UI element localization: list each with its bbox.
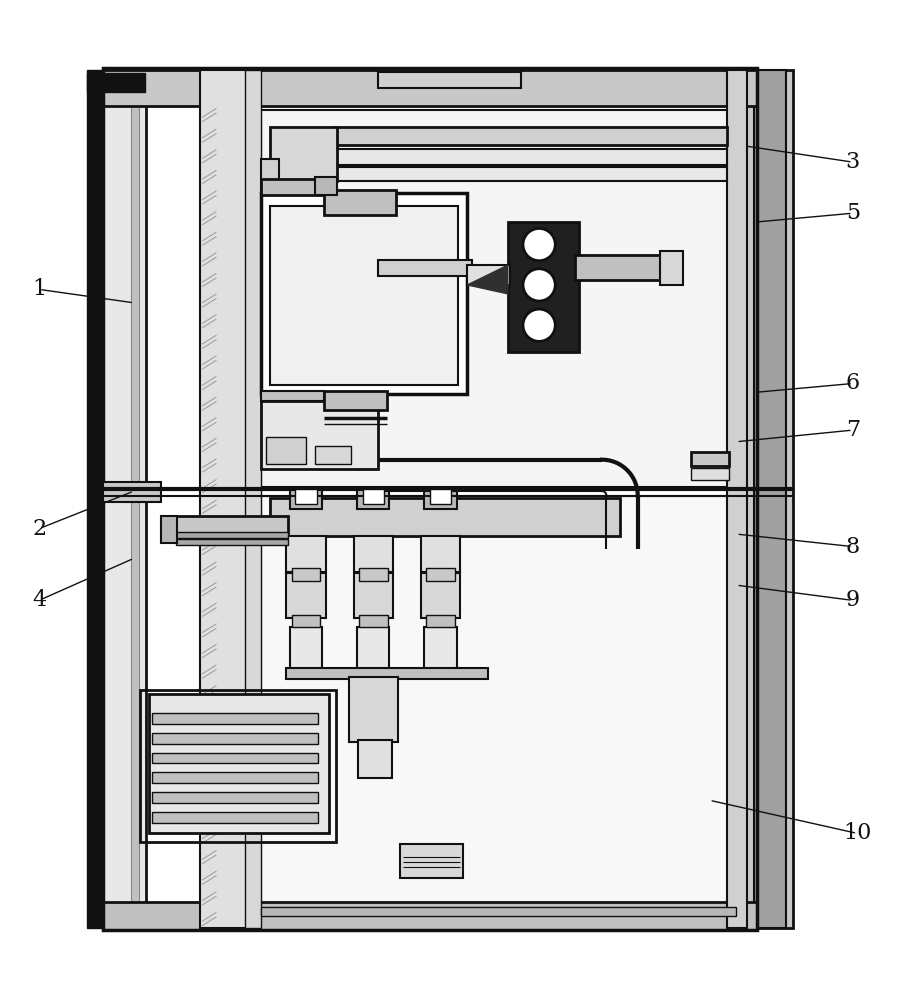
Bar	[359, 615, 387, 627]
Bar	[161, 516, 177, 543]
Bar	[102, 482, 161, 502]
Bar	[86, 70, 102, 928]
Bar	[102, 70, 146, 928]
Bar	[152, 733, 317, 744]
Bar	[176, 539, 289, 545]
Bar	[357, 627, 389, 670]
Bar	[691, 468, 729, 480]
Bar	[262, 159, 280, 195]
Bar	[333, 149, 727, 165]
Bar	[176, 516, 289, 534]
Bar	[262, 179, 333, 195]
Bar	[353, 573, 393, 618]
Text: 8: 8	[846, 536, 860, 558]
Bar	[575, 255, 664, 280]
Circle shape	[523, 228, 556, 261]
Bar	[754, 70, 786, 928]
Bar	[357, 489, 389, 509]
Bar	[400, 844, 463, 878]
Bar	[102, 68, 757, 930]
Text: 1: 1	[32, 278, 46, 300]
Text: 5: 5	[846, 202, 859, 224]
Bar	[149, 694, 328, 833]
Bar	[271, 498, 619, 536]
Bar	[296, 489, 316, 504]
Bar	[262, 391, 324, 401]
Bar	[315, 177, 337, 195]
Bar	[287, 668, 488, 679]
Text: 10: 10	[843, 822, 871, 844]
Bar	[424, 627, 457, 670]
Bar	[262, 496, 736, 917]
Bar	[424, 489, 457, 509]
Bar	[287, 536, 325, 572]
Bar	[333, 127, 727, 145]
Bar	[324, 190, 396, 215]
Bar	[271, 127, 337, 181]
Bar	[200, 70, 254, 928]
Bar	[358, 740, 392, 778]
Bar	[349, 677, 398, 742]
Bar	[426, 568, 455, 581]
Bar	[421, 573, 460, 618]
Bar	[467, 265, 511, 285]
Bar	[102, 902, 757, 930]
Bar	[378, 72, 521, 88]
Bar	[266, 437, 306, 464]
Bar	[660, 251, 682, 285]
Bar	[131, 70, 138, 928]
Bar	[315, 446, 351, 464]
Bar	[421, 536, 460, 572]
Bar	[362, 489, 384, 504]
Text: 7: 7	[846, 419, 859, 441]
Bar	[691, 452, 729, 466]
Text: 9: 9	[846, 589, 859, 611]
Bar	[359, 568, 387, 581]
Bar	[292, 568, 320, 581]
Bar	[262, 401, 378, 469]
Bar	[287, 573, 325, 618]
Text: 4: 4	[32, 589, 46, 611]
Bar	[743, 70, 793, 928]
Bar	[262, 193, 467, 394]
Bar	[262, 110, 732, 487]
Bar	[140, 690, 335, 842]
Text: 6: 6	[846, 372, 859, 394]
Bar	[426, 615, 455, 627]
Circle shape	[523, 269, 556, 301]
Bar	[152, 713, 317, 724]
Text: 2: 2	[32, 518, 46, 540]
Circle shape	[523, 309, 556, 341]
Bar	[508, 222, 580, 352]
Bar	[290, 627, 322, 670]
Bar	[152, 753, 317, 763]
Bar	[176, 532, 289, 538]
Bar	[292, 615, 320, 627]
Text: 3: 3	[846, 151, 860, 173]
Bar	[353, 536, 393, 572]
Bar	[430, 489, 451, 504]
Bar	[271, 206, 458, 385]
Bar	[152, 792, 317, 803]
Bar	[102, 70, 757, 106]
Polygon shape	[467, 265, 508, 294]
Bar	[290, 489, 322, 509]
Bar	[333, 167, 727, 181]
Bar	[245, 70, 262, 928]
Bar	[727, 70, 747, 928]
Bar	[262, 907, 736, 916]
Bar	[324, 391, 387, 410]
Bar	[86, 73, 145, 92]
Bar	[152, 812, 317, 823]
Bar	[378, 260, 472, 276]
Bar	[152, 772, 317, 783]
